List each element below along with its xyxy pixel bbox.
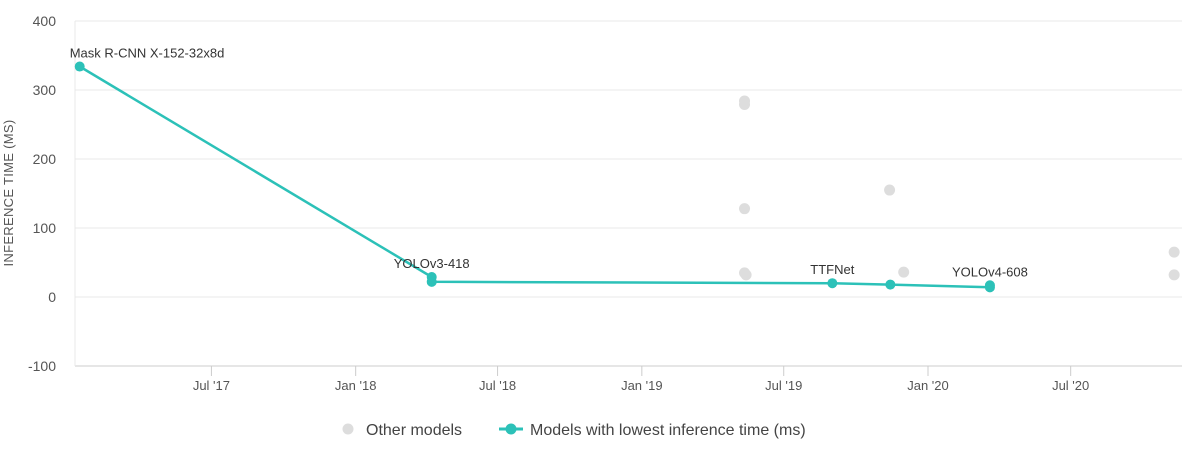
legend-other-marker	[342, 423, 354, 435]
legend-item-best-models[interactable]: Models with lowest inference time (ms)	[499, 422, 806, 439]
point-label: YOLOv3-418	[394, 256, 470, 271]
y-tick-label: 0	[48, 289, 56, 305]
y-axis-title: INFERENCE TIME (MS)	[1, 119, 16, 266]
x-tick-label: Jul '17	[193, 378, 230, 393]
point-label: YOLOv4-608	[952, 264, 1028, 279]
best-model-point	[426, 276, 437, 287]
best-models-series	[74, 61, 995, 293]
y-tick-label: 200	[33, 151, 57, 167]
x-tick-label: Jul '20	[1052, 378, 1089, 393]
best-models-line	[79, 65, 990, 289]
other-models-points	[739, 95, 1180, 281]
other-model-point	[739, 98, 751, 110]
best-model-point	[885, 279, 896, 290]
best-model-point	[984, 282, 995, 293]
other-model-point	[740, 269, 752, 281]
x-tick-label: Jan '20	[907, 378, 949, 393]
legend: Other models Models with lowest inferenc…	[342, 422, 806, 439]
y-axis-ticks: 400 300 200 100 0 -100	[28, 13, 56, 374]
legend-item-other-models[interactable]: Other models	[342, 422, 463, 439]
legend-best-label: Models with lowest inference time (ms)	[530, 422, 806, 439]
legend-best-marker	[505, 423, 517, 435]
other-model-point	[898, 266, 910, 278]
point-label: TTFNet	[810, 262, 854, 277]
best-model-point	[827, 278, 838, 289]
x-tick-label: Jul '18	[479, 378, 516, 393]
y-tick-label: -100	[28, 358, 56, 374]
x-tick-label: Jan '19	[621, 378, 663, 393]
legend-other-label: Other models	[366, 422, 462, 439]
y-tick-label: 100	[33, 220, 57, 236]
other-model-point	[1168, 246, 1180, 258]
best-model-point	[74, 61, 85, 72]
point-label: Mask R-CNN X-152-32x8d	[70, 46, 225, 61]
grid	[74, 20, 1182, 367]
other-model-point	[739, 203, 751, 215]
x-axis: Jul '17 Jan '18 Jul '18 Jan '19 Jul '19 Jan '…	[193, 366, 1089, 393]
x-tick-label: Jul '19	[765, 378, 802, 393]
point-labels: Mask R-CNN X-152-32x8d YOLOv3-418 TTFNet YO…	[70, 46, 1028, 280]
other-model-point	[1168, 269, 1180, 281]
y-tick-label: 400	[33, 13, 57, 29]
y-tick-label: 300	[33, 82, 57, 98]
x-tick-label: Jan '18	[335, 378, 377, 393]
other-model-point	[884, 184, 896, 196]
